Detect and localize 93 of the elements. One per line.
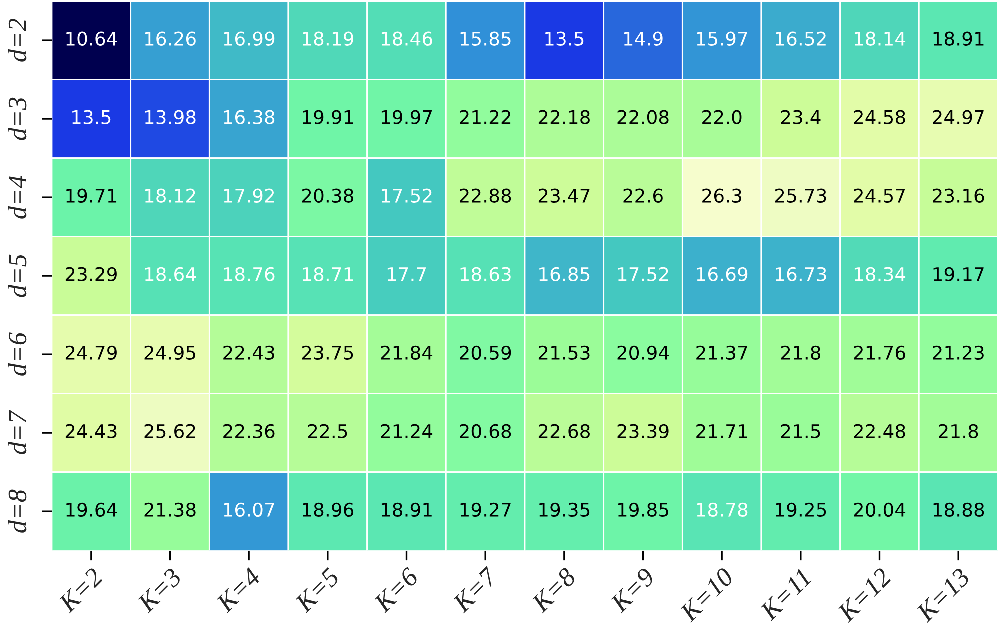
data-label: 21.38 [144, 502, 196, 518]
data-label: 17.52 [618, 267, 668, 282]
data-label: 25.73 [775, 188, 826, 203]
data-label: 21.24 [381, 424, 433, 438]
data-label: 22.48 [854, 424, 906, 439]
data-label: 19.64 [66, 502, 118, 518]
data-label: 18.91 [382, 502, 432, 518]
data-label: 16.73 [776, 267, 826, 282]
data-label: 20.68 [460, 424, 512, 439]
data-label: 24.57 [854, 188, 905, 203]
data-label: 18.63 [460, 267, 511, 282]
data-label: 18.88 [934, 502, 984, 518]
data-label: 19.35 [540, 502, 590, 518]
data-label: 18.12 [145, 188, 196, 203]
data-label: 26.3 [702, 188, 742, 203]
y-tick-label: d=4 [8, 176, 27, 219]
data-label: 16.52 [776, 32, 826, 46]
x-tick-label: K=9 [609, 567, 656, 614]
data-label: 22.36 [224, 424, 275, 439]
data-label: 20.59 [460, 346, 512, 360]
y-tick-label: d=8 [8, 490, 27, 533]
data-label: 24.97 [933, 110, 984, 124]
data-label: 18.78 [697, 502, 748, 518]
data-label: 20.38 [302, 188, 354, 203]
data-label: 21.22 [460, 110, 511, 124]
data-label: 13.98 [145, 110, 196, 124]
data-label: 23.16 [933, 188, 984, 203]
data-label: 16.99 [224, 32, 275, 46]
data-label: 18.71 [303, 267, 354, 282]
data-label: 19.27 [460, 502, 511, 518]
data-label: 21.5 [781, 424, 820, 439]
y-tick-label: d=2 [8, 19, 27, 62]
data-label: 21.84 [381, 346, 433, 360]
data-label: 19.85 [618, 502, 668, 518]
y-tick-label: d=6 [8, 332, 27, 376]
data-label: 18.76 [224, 267, 275, 282]
data-label: 19.17 [934, 267, 984, 282]
data-label: 18.19 [303, 32, 354, 46]
y-tick-label: d=5 [8, 254, 27, 298]
data-label: 17.7 [388, 268, 426, 282]
data-label: 24.79 [66, 346, 117, 360]
data-label: 20.04 [854, 502, 906, 518]
data-label: 15.85 [460, 32, 511, 46]
data-label: 16.85 [540, 267, 590, 282]
data-label: 21.53 [538, 346, 590, 360]
data-label: 16.07 [224, 502, 274, 518]
data-label: 17.92 [224, 188, 274, 203]
data-label: 23.4 [781, 110, 821, 124]
data-label: 22.08 [618, 110, 669, 124]
data-label: 18.14 [854, 32, 906, 46]
data-label: 16.38 [224, 110, 275, 124]
data-label: 23.39 [618, 424, 669, 439]
data-label: 16.69 [697, 267, 748, 282]
data-label: 22.68 [538, 424, 590, 439]
data-label: 21.71 [696, 424, 748, 438]
data-label: 22.18 [538, 110, 590, 124]
data-label: 13.5 [72, 110, 111, 124]
data-label: 14.9 [624, 32, 663, 46]
data-label: 22.0 [702, 110, 742, 124]
data-label: 24.58 [854, 110, 906, 124]
data-label: 22.88 [460, 188, 512, 203]
data-label: 20.94 [618, 346, 670, 360]
data-label: 19.91 [303, 110, 354, 124]
data-label: 24.43 [66, 424, 117, 439]
data-label: 25.62 [144, 424, 196, 439]
data-label: 23.75 [302, 346, 354, 360]
data-label: 18.96 [303, 502, 354, 518]
data-label: 21.8 [781, 346, 821, 360]
data-label: 23.47 [538, 188, 590, 203]
data-label: 18.46 [382, 32, 432, 46]
data-label: 18.64 [145, 267, 196, 282]
data-label: 21.23 [933, 346, 984, 360]
y-tick-label: d=3 [8, 98, 27, 140]
data-label: 10.64 [66, 32, 118, 46]
data-label: 22.43 [224, 346, 274, 360]
data-label: 23.29 [66, 267, 117, 282]
data-label: 18.34 [854, 267, 906, 282]
y-tick-label: d=7 [8, 410, 27, 454]
data-label: 24.95 [144, 346, 196, 360]
data-label: 13.5 [546, 32, 584, 46]
data-label: 19.25 [776, 502, 826, 518]
x-tick-label: K=3 [136, 567, 183, 614]
data-label: 16.26 [145, 32, 196, 46]
data-label: 21.37 [696, 346, 748, 360]
data-label: 15.97 [697, 32, 748, 46]
data-label: 21.8 [939, 424, 978, 439]
data-label: 22.5 [308, 424, 348, 439]
data-label: 19.71 [66, 188, 117, 203]
data-label: 19.97 [382, 110, 432, 124]
data-label: 22.6 [624, 188, 663, 203]
data-label: 21.76 [854, 346, 906, 360]
data-label: 18.91 [934, 32, 984, 46]
data-label: 17.52 [382, 188, 432, 203]
